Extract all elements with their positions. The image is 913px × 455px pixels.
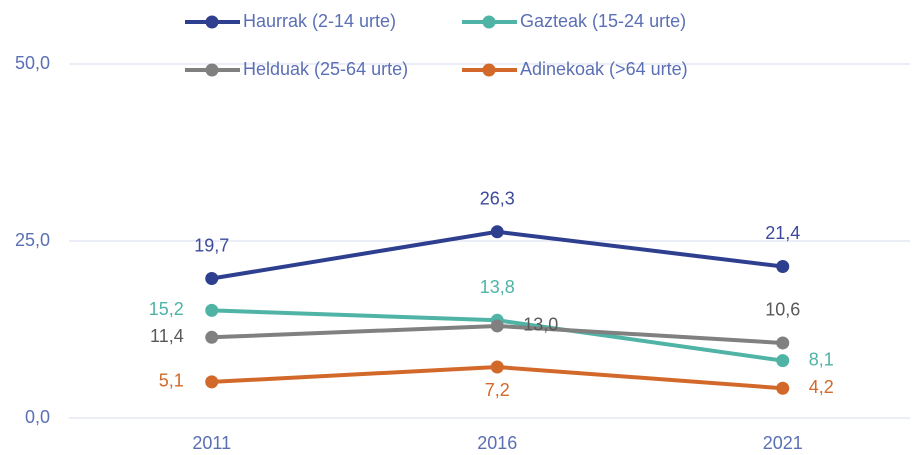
legend-label: Adinekoak (>64 urte) xyxy=(520,59,688,79)
data-point xyxy=(205,330,219,344)
x-tick-label: 2016 xyxy=(477,433,517,453)
data-point xyxy=(776,354,790,368)
legend-label: Haurrak (2-14 urte) xyxy=(243,11,396,31)
data-point xyxy=(205,303,219,317)
data-label: 8,1 xyxy=(809,349,834,369)
legend-label: Gazteak (15-24 urte) xyxy=(520,11,686,31)
data-label: 4,2 xyxy=(809,377,834,397)
data-point xyxy=(205,272,219,286)
legend-label: Helduak (25-64 urte) xyxy=(243,59,408,79)
data-point xyxy=(776,381,790,395)
legend-marker xyxy=(205,63,219,77)
data-label: 21,4 xyxy=(765,223,800,243)
data-label: 15,2 xyxy=(149,299,184,319)
data-point xyxy=(490,360,504,374)
data-point xyxy=(490,319,504,333)
data-point xyxy=(490,225,504,239)
data-label: 11,4 xyxy=(150,326,184,346)
y-tick-label: 0,0 xyxy=(25,407,50,427)
data-label: 13,8 xyxy=(480,277,515,297)
data-point xyxy=(205,375,219,389)
data-point xyxy=(776,336,790,350)
data-label: 10,6 xyxy=(765,300,800,320)
legend-marker xyxy=(482,15,496,29)
data-label: 19,7 xyxy=(194,235,229,255)
x-tick-label: 2011 xyxy=(192,433,231,453)
data-label: 7,2 xyxy=(485,380,510,400)
line-series xyxy=(211,229,783,281)
data-label: 26,3 xyxy=(480,189,515,209)
data-label: 13,0 xyxy=(523,315,558,335)
y-tick-label: 25,0 xyxy=(15,230,50,250)
data-label: 5,1 xyxy=(159,371,184,391)
y-tick-label: 50,0 xyxy=(15,53,50,73)
legend-marker xyxy=(205,15,219,29)
legend-marker xyxy=(482,63,496,77)
x-tick-label: 2021 xyxy=(763,433,803,453)
data-point xyxy=(776,259,790,273)
